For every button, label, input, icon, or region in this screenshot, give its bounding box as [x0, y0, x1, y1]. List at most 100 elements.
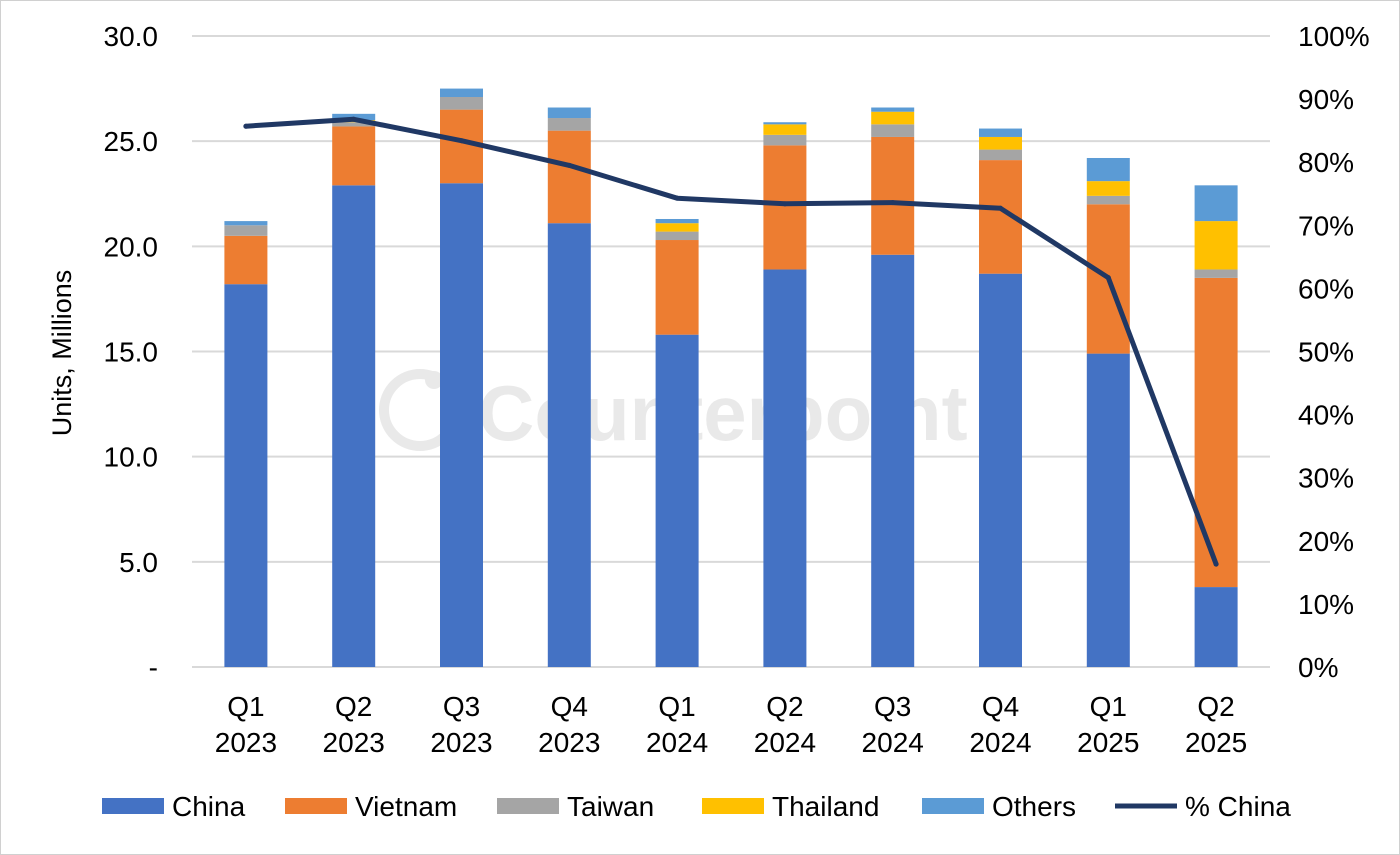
bar-segment-taiwan [332, 122, 376, 127]
china-share-point [1105, 275, 1111, 281]
y-axis-title: Units, Millions [47, 270, 77, 437]
y2-tick-label: 50% [1298, 337, 1354, 368]
y2-tick-label: 70% [1298, 210, 1354, 241]
x-tick-label-year: 2023 [215, 727, 277, 758]
bar-segment-china [547, 223, 591, 668]
x-tick-label-quarter: Q1 [658, 691, 695, 722]
x-tick-label-year: 2024 [969, 727, 1031, 758]
legend: China Vietnam Taiwan Thailand Others % China [102, 791, 1291, 822]
bar-segment-thailand [871, 111, 915, 125]
bar-segment-others [871, 107, 915, 112]
y-tick-label: 20.0 [104, 231, 159, 262]
legend-swatch [497, 798, 559, 814]
y-axis-left-ticks: - 5.0 10.0 15.0 20.0 25.0 30.0 [104, 21, 159, 683]
x-tick-label-quarter: Q4 [982, 691, 1019, 722]
bar-segment-vietnam [871, 136, 915, 255]
y2-tick-label: 80% [1298, 147, 1354, 178]
x-tick-label-year: 2025 [1185, 727, 1247, 758]
y-tick-label: 15.0 [104, 337, 159, 368]
china-share-point [998, 205, 1003, 211]
legend-item-thailand: Thailand [702, 791, 879, 822]
bar-segment-taiwan [655, 231, 699, 241]
bar-stack [655, 218, 699, 667]
x-tick-label-quarter: Q1 [1090, 691, 1127, 722]
china-share-point [1213, 561, 1219, 567]
bar-segment-others [1086, 157, 1130, 182]
x-tick-label-year: 2023 [430, 727, 492, 758]
legend-label: Thailand [772, 791, 879, 822]
bar-stack [440, 88, 483, 667]
bar-segment-china [1086, 353, 1130, 667]
bar-stack [224, 221, 268, 667]
x-tick-label-year: 2024 [754, 727, 816, 758]
legend-swatch [285, 798, 347, 814]
watermark-dot-icon [425, 371, 443, 389]
bar-segment-others [655, 218, 699, 224]
bar-stack [979, 128, 1022, 667]
y-tick-label: 5.0 [119, 547, 158, 578]
bar-segment-vietnam [1194, 277, 1238, 588]
y-tick-label: 30.0 [104, 21, 159, 52]
x-tick-label-quarter: Q3 [874, 691, 911, 722]
bar-stack [332, 113, 376, 667]
bar-segment-others [224, 221, 268, 226]
y2-tick-label: 100% [1298, 21, 1370, 52]
x-axis-ticks: Q1 2023 Q2 2023 Q3 2023 Q4 2023 Q1 2024 Q2 2024 Q3 20… [215, 691, 1247, 758]
china-share-line-layer [243, 116, 1219, 567]
legend-item-others: Others [922, 791, 1076, 822]
china-share-point [351, 116, 357, 122]
china-share-point [459, 138, 464, 144]
x-tick-label-quarter: Q2 [1197, 691, 1234, 722]
x-tick-label-year: 2024 [862, 727, 924, 758]
bar-stack [763, 122, 807, 667]
y-tick-label: 25.0 [104, 126, 159, 157]
legend-item--china: % China [1115, 791, 1291, 822]
bar-segment-thailand [763, 124, 807, 135]
bar-segment-china [655, 334, 699, 667]
x-tick-label-year: 2024 [646, 727, 708, 758]
legend-label: Others [992, 791, 1076, 822]
y2-tick-label: 60% [1298, 273, 1354, 304]
bar-segment-vietnam [332, 126, 376, 186]
legend-swatch [922, 798, 984, 814]
bar-stack [1194, 185, 1238, 667]
legend-item-taiwan: Taiwan [497, 791, 654, 822]
x-tick-label-quarter: Q1 [227, 691, 264, 722]
bar-segment-thailand [1194, 221, 1238, 270]
y2-tick-label: 90% [1298, 84, 1354, 115]
legend-swatch [102, 798, 164, 814]
bar-stack [1086, 157, 1130, 667]
bar-stack [871, 107, 915, 667]
china-share-point [243, 123, 249, 129]
bar-segment-others [979, 128, 1022, 137]
x-tick-label-quarter: Q2 [335, 691, 372, 722]
y2-tick-label: 0% [1298, 652, 1338, 683]
bar-segment-vietnam [763, 145, 807, 270]
bar-segment-vietnam [224, 235, 268, 285]
y2-tick-label: 20% [1298, 526, 1354, 557]
bar-segment-taiwan [763, 134, 807, 146]
china-share-point [674, 195, 680, 201]
bar-segment-china [332, 185, 376, 667]
bar-segment-others [440, 88, 483, 97]
y-tick-label: 10.0 [104, 442, 159, 473]
y-axis-right-ticks: 0% 10% 20% 30% 40% 50% 60% 70% 80% 90% 100% [1298, 21, 1370, 683]
y2-tick-label: 40% [1298, 400, 1354, 431]
y2-tick-label: 10% [1298, 589, 1354, 620]
bar-segment-taiwan [871, 124, 915, 137]
bar-segment-china [1194, 587, 1238, 667]
bar-segment-taiwan [1086, 195, 1130, 205]
bar-segment-vietnam [655, 240, 699, 335]
legend-item-china: China [102, 791, 246, 822]
bar-segment-china [763, 269, 807, 667]
x-tick-label-quarter: Q4 [551, 691, 588, 722]
legend-label: % China [1185, 791, 1291, 822]
bar-segment-taiwan [440, 96, 483, 110]
bar-segment-thailand [1086, 181, 1130, 196]
y-tick-label: - [149, 652, 158, 683]
legend-swatch [702, 798, 764, 814]
legend-label: Vietnam [355, 791, 457, 822]
bar-segment-thailand [655, 223, 699, 232]
bar-segment-others [547, 107, 591, 119]
